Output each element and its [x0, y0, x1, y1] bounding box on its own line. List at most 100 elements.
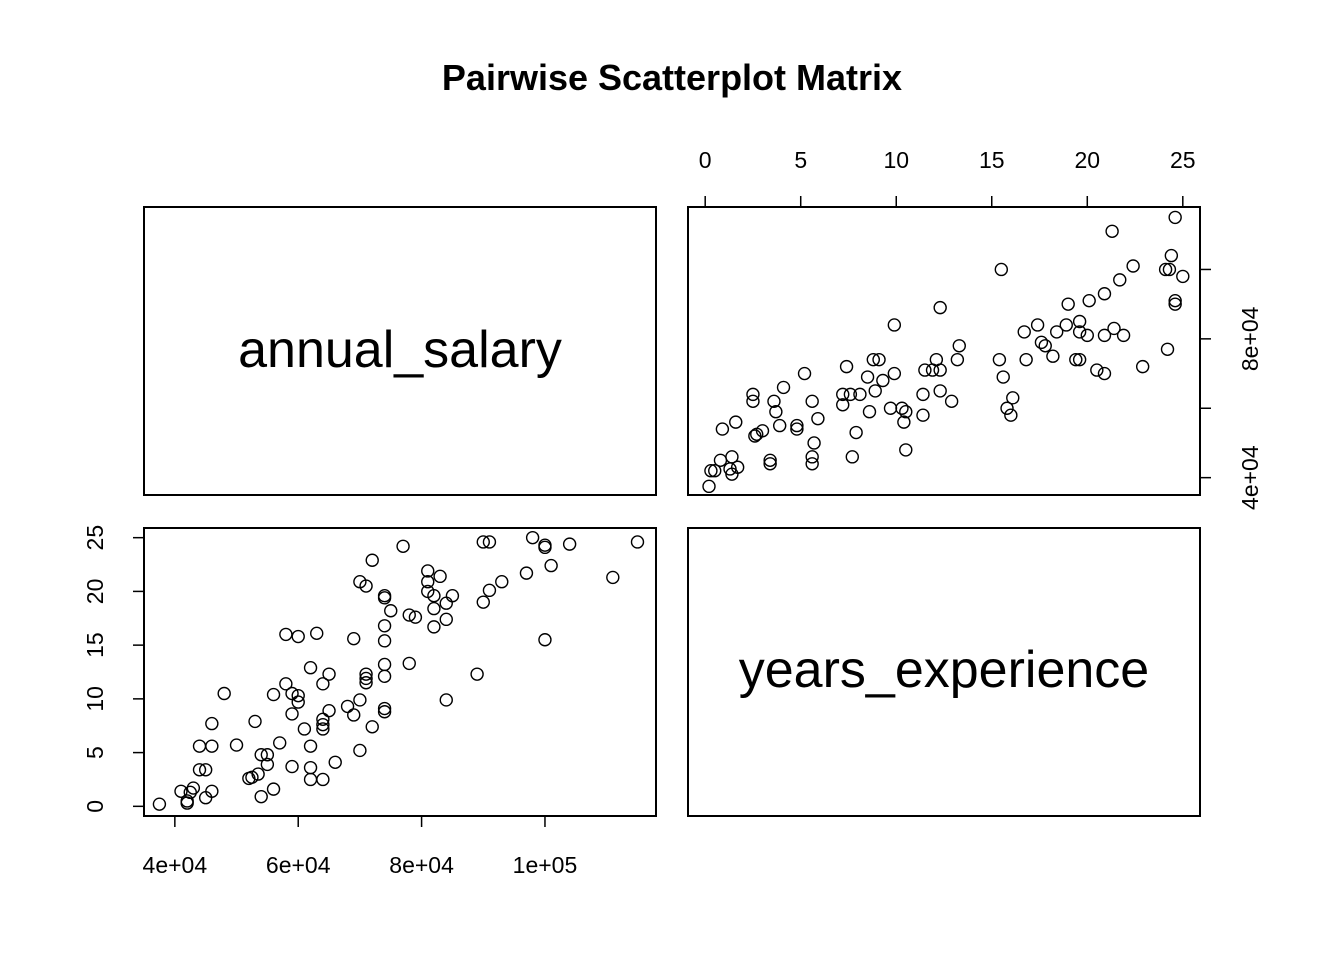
- data-point: [836, 387, 850, 402]
- data-point: [291, 695, 305, 709]
- points-salary-vs-experience: [152, 530, 645, 811]
- data-point: [365, 553, 379, 567]
- data-point: [297, 722, 312, 736]
- points-experience-vs-salary: [702, 210, 1190, 494]
- data-point: [805, 457, 819, 471]
- top-axis-tick-label: 10: [883, 147, 909, 173]
- left-axis-tick-label: 0: [82, 800, 108, 813]
- data-point: [1113, 273, 1127, 287]
- data-point: [205, 716, 219, 731]
- data-point: [933, 300, 947, 315]
- data-point: [1034, 335, 1049, 350]
- data-point: [316, 717, 330, 732]
- data-point: [713, 453, 728, 468]
- data-point: [291, 629, 305, 644]
- data-point: [746, 387, 760, 402]
- data-point: [811, 411, 825, 426]
- data-point: [322, 667, 336, 681]
- data-point: [427, 589, 441, 603]
- left-axis-tick-label: 10: [82, 686, 108, 712]
- data-point: [899, 443, 913, 457]
- data-point: [439, 693, 453, 707]
- data-point: [254, 789, 268, 804]
- data-point: [836, 398, 850, 412]
- data-point: [916, 408, 930, 422]
- data-point: [198, 763, 213, 777]
- data-point: [866, 352, 881, 367]
- data-point: [704, 464, 718, 478]
- right-axis-tick-label: 8e+04: [1237, 306, 1263, 371]
- data-point: [476, 595, 490, 609]
- data-point: [992, 352, 1007, 367]
- data-point: [1090, 363, 1104, 377]
- data-point: [217, 686, 231, 701]
- data-point: [1061, 297, 1075, 311]
- data-point: [152, 797, 167, 811]
- data-point: [1069, 352, 1083, 367]
- data-point: [944, 394, 959, 409]
- bottom-axis-tick-label: 4e+04: [143, 852, 208, 878]
- data-point: [291, 688, 305, 703]
- data-point: [929, 352, 944, 367]
- data-point: [1105, 224, 1119, 238]
- data-point: [377, 619, 392, 633]
- data-point: [790, 422, 804, 436]
- left-axis-tick-label: 20: [82, 579, 108, 605]
- data-point: [797, 366, 812, 381]
- data-point: [1019, 352, 1033, 367]
- data-point: [421, 564, 435, 578]
- data-point: [340, 699, 355, 714]
- data-point: [562, 537, 577, 551]
- top-axis-tick-label: 25: [1170, 147, 1196, 173]
- data-point: [805, 450, 819, 464]
- data-point: [790, 418, 804, 433]
- panel-frame-top-left: [143, 206, 657, 496]
- data-point: [254, 748, 268, 762]
- data-point: [895, 401, 909, 415]
- data-point: [1160, 342, 1175, 356]
- data-point: [763, 457, 777, 471]
- data-point: [365, 720, 379, 734]
- data-point: [174, 784, 188, 798]
- top-axis-tick-label: 5: [794, 147, 807, 173]
- data-point: [328, 755, 342, 769]
- data-point: [1072, 325, 1087, 339]
- data-point: [1072, 314, 1087, 329]
- data-point: [377, 669, 392, 683]
- bottom-axis-tick-label: 6e+04: [266, 852, 331, 878]
- data-point: [433, 569, 447, 584]
- data-point: [630, 535, 645, 549]
- data-point: [715, 422, 730, 436]
- data-point: [1176, 269, 1190, 284]
- data-point: [192, 763, 207, 777]
- data-point: [285, 759, 299, 774]
- data-point: [1097, 328, 1112, 343]
- top-axis-tick-label: 20: [1074, 147, 1100, 173]
- data-point: [853, 387, 867, 402]
- data-point: [544, 558, 558, 573]
- data-point: [868, 384, 882, 398]
- data-point: [377, 591, 392, 605]
- data-point: [353, 743, 367, 758]
- data-point: [353, 693, 367, 707]
- top-axis-tick-label: 15: [979, 147, 1005, 173]
- data-point: [1059, 318, 1073, 332]
- left-axis-tick-label: 25: [82, 525, 108, 551]
- data-point: [899, 405, 913, 419]
- data-point: [322, 703, 336, 718]
- data-point: [862, 405, 877, 419]
- data-point: [186, 781, 201, 795]
- data-point: [843, 387, 858, 402]
- data-point: [525, 530, 540, 545]
- left-axis-tick-label: 15: [82, 632, 108, 658]
- data-point: [1080, 328, 1094, 343]
- data-point: [279, 677, 293, 691]
- data-point: [303, 739, 318, 753]
- data-point: [1046, 349, 1060, 363]
- panel-frame-top-right: [687, 206, 1201, 496]
- data-point: [994, 262, 1009, 277]
- data-point: [1000, 401, 1014, 415]
- data-point: [1097, 366, 1112, 381]
- data-point: [730, 460, 745, 474]
- data-point: [279, 627, 293, 642]
